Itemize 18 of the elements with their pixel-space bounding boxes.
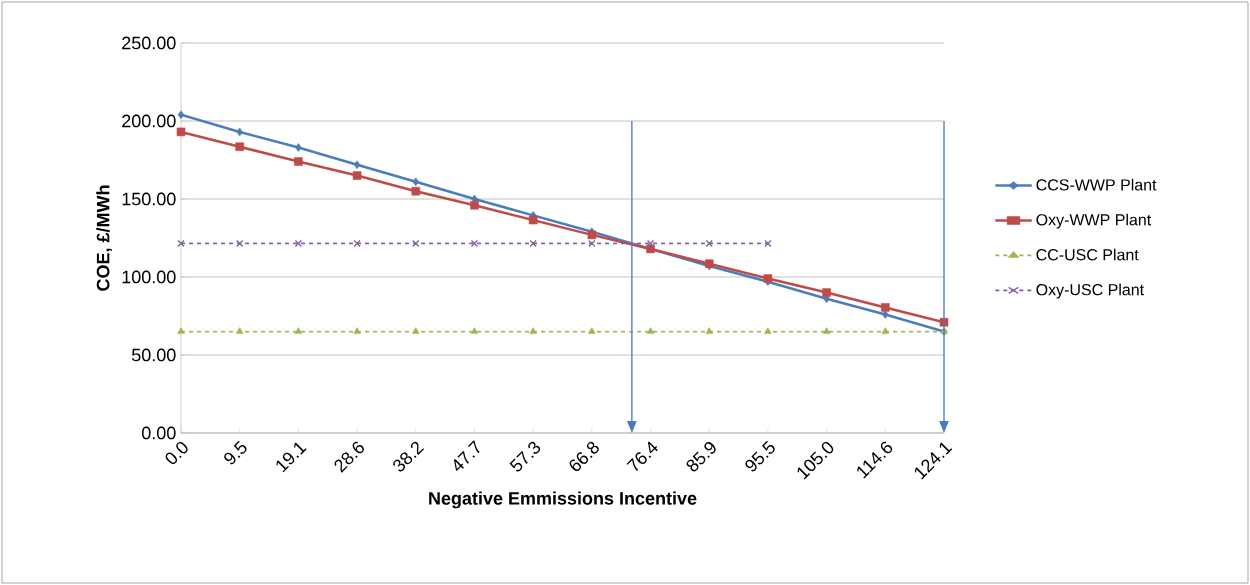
- x-tick-label: 76.4: [626, 441, 658, 472]
- x-tick-label: 9.5: [224, 440, 247, 465]
- x-axis-title: Negative Emmissions Incentive: [429, 491, 697, 509]
- legend-label: Oxy-WWP Plant: [1036, 213, 1152, 229]
- y-tick-label: 200.00: [122, 114, 176, 128]
- y-tick-label: 100.00: [122, 270, 176, 284]
- y-tick-label: 250.00: [122, 36, 176, 50]
- y-tick-label: 50.00: [131, 348, 176, 362]
- y-axis-title: COE, £/MWh: [96, 185, 113, 291]
- legend-label: CCS-WWP Plant: [1036, 178, 1157, 191]
- x-tick-label: 85.9: [686, 442, 716, 472]
- x-tick-label: 0.0: [165, 441, 188, 465]
- y-tick-label: 0.00: [141, 426, 176, 440]
- x-tick-label: 19.1: [276, 442, 307, 473]
- x-tick-label: 66.8: [569, 441, 599, 471]
- legend-label: Oxy-USC Plant: [1036, 283, 1144, 299]
- legend-label: CC-USC Plant: [1036, 248, 1139, 261]
- y-tick-label: 150.00: [122, 192, 176, 206]
